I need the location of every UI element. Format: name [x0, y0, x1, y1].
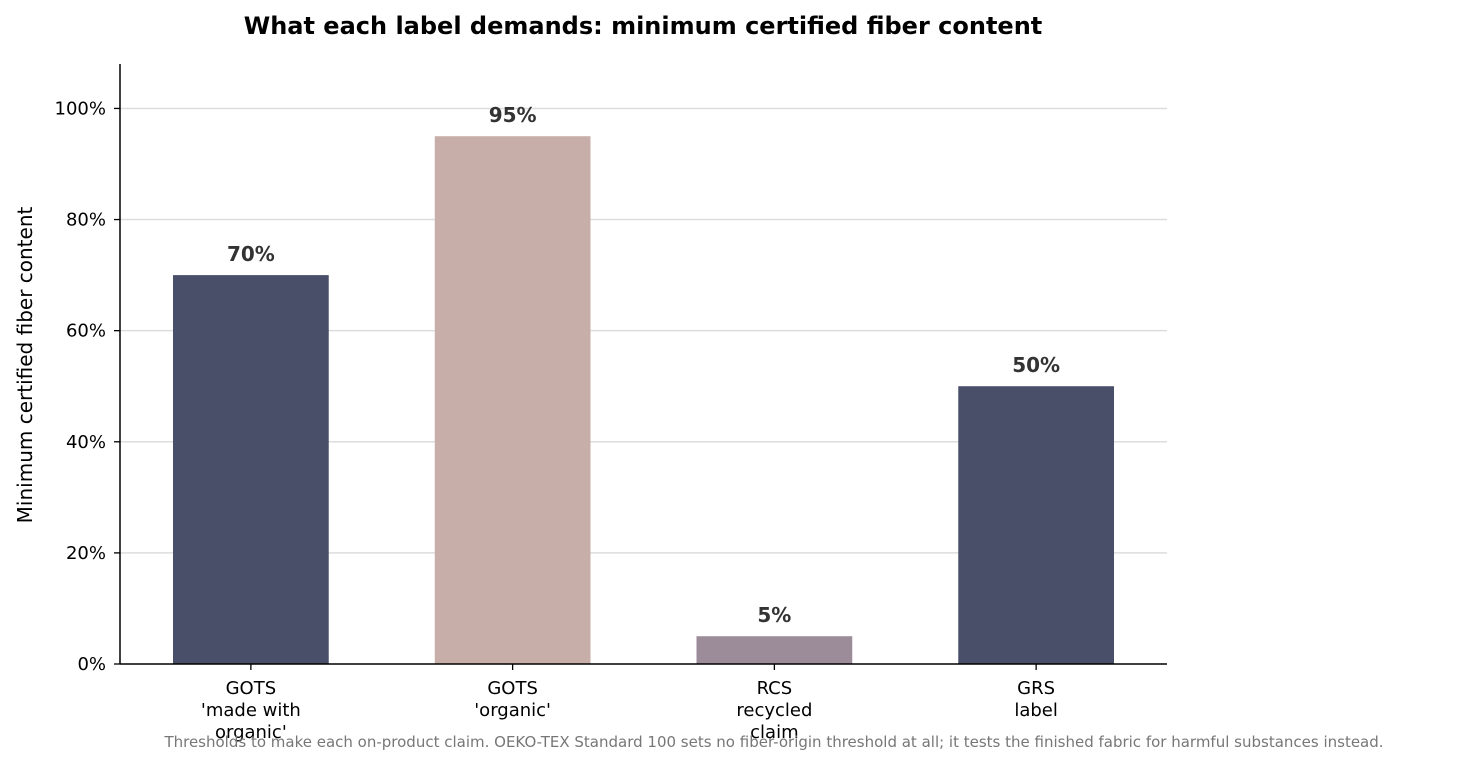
axes [119, 64, 1167, 665]
y-tick-label: 20% [66, 543, 106, 564]
x-tick-label-line: GRS [1017, 678, 1055, 699]
x-tick-label-line: GOTS [487, 678, 538, 699]
x-tick-label-line: claim [750, 722, 798, 743]
y-tick-label: 100% [55, 98, 106, 119]
data-label: 95% [489, 103, 537, 127]
y-axis-label: Minimum certified fiber content [13, 207, 37, 524]
bar [173, 275, 329, 664]
x-tick-label-line: organic' [215, 722, 287, 743]
bar [434, 136, 591, 664]
y-tick-label: 40% [66, 432, 106, 453]
y-ticks: 0% 20% 40% 60% 80% 100% [55, 98, 120, 675]
x-tick-label-line: RCS [757, 678, 793, 699]
x-ticks: GOTS'made with organic'GOTS'organic'RCS re… [201, 664, 1058, 743]
x-tick-label-line: 'made with [201, 700, 301, 721]
x-tick-label-line: 'organic' [474, 700, 551, 721]
data-label: 50% [1012, 353, 1060, 377]
x-tick-label: GRS label [1014, 678, 1058, 721]
bars [173, 136, 1114, 664]
data-label: 70% [227, 242, 275, 266]
x-tick-label-line: GOTS [226, 678, 277, 699]
bar [958, 386, 1114, 664]
data-label: 5% [757, 603, 791, 627]
x-tick-label: GOTS'organic' [474, 678, 551, 721]
bar [696, 636, 853, 664]
x-tick-label: GOTS'made with organic' [201, 678, 301, 743]
y-tick-label: 60% [66, 321, 106, 342]
y-tick-label: 0% [77, 654, 106, 675]
x-tick-label: RCS recycled claim [736, 678, 812, 743]
footnote: Thresholds to make each on-product claim… [163, 733, 1383, 751]
chart-title: What each label demands: minimum certifi… [244, 12, 1043, 40]
y-tick-label: 80% [66, 210, 106, 231]
x-tick-label-line: label [1014, 700, 1058, 721]
data-labels: 70% 95% 5% 50% [227, 103, 1060, 627]
x-tick-label-line: recycled [736, 700, 812, 721]
